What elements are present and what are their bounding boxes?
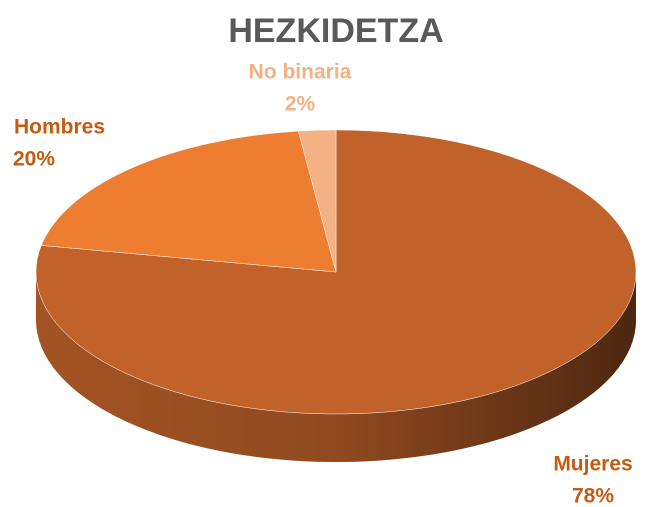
data-label-name: Mujeres: [553, 453, 632, 476]
slice: [40, 130, 337, 273]
slice: [35, 129, 637, 415]
slice-side-shade: [36, 272, 636, 462]
slice-side: [36, 272, 636, 462]
data-label-value: 78%: [572, 485, 614, 507]
slice: [298, 129, 337, 273]
data-label-value: 20%: [13, 148, 55, 171]
data-label-name: No binaria: [249, 61, 352, 84]
data-label-value: 2%: [285, 93, 316, 116]
chart-title: HEZKIDETZA: [228, 12, 443, 50]
data-label-name: Hombres: [14, 116, 105, 139]
